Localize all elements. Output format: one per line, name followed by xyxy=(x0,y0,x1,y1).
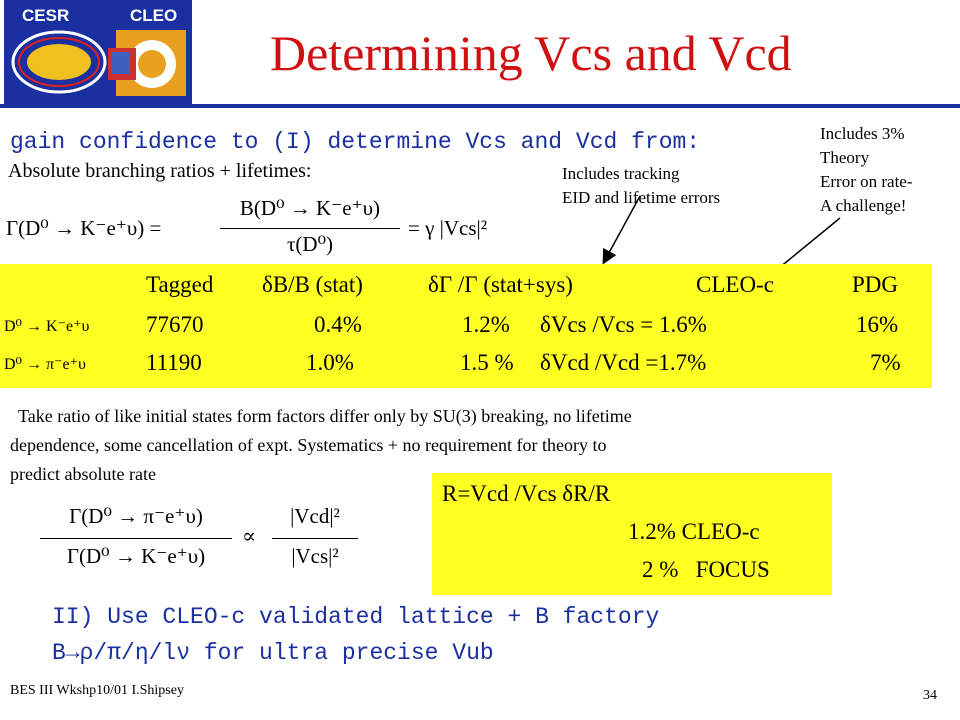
equation-gamma-kev: Γ(D⁰ → K⁻e⁺υ) = B(D⁰ → K⁻e⁺υ) τ(D⁰) = γ … xyxy=(6,196,566,260)
table-header-row: Tagged δB/B (stat) δΓ /Γ (stat+sys) CLEO… xyxy=(0,272,932,306)
header-stat: δB/B (stat) xyxy=(262,272,363,297)
eq2-numerator: Γ(D⁰ → π⁻e⁺υ) xyxy=(69,504,203,528)
eq2-right-bar xyxy=(272,538,358,539)
page-title: Determining Vcs and Vcd xyxy=(270,25,792,81)
logo-cesr-text: CESR xyxy=(22,6,70,25)
row-cleoc: δVcs /Vcs = 1.6% xyxy=(540,312,707,337)
note-theory-line: Error on rate- xyxy=(820,172,913,191)
row-stat: 0.4% xyxy=(314,312,362,337)
note-tracking: Includes tracking EID and lifetime error… xyxy=(562,162,720,210)
row-statsys: 1.2% xyxy=(462,312,510,337)
title-rule xyxy=(0,104,960,108)
eq2-right-denominator: |Vcs|² xyxy=(291,544,339,568)
note-theory-line: Includes 3% xyxy=(820,124,905,143)
intro-line: gain confidence to (I) determine Vcs and… xyxy=(10,129,701,155)
logo-graphic xyxy=(4,0,192,104)
eq2-proportional: ∝ xyxy=(242,524,257,548)
paragraph-line: predict absolute rate xyxy=(10,464,156,484)
header-pdg: PDG xyxy=(852,272,899,297)
eq1-lhs: Γ(D⁰ → K⁻e⁺υ) = xyxy=(6,216,162,240)
eq1-rhs: = γ |Vcs|² xyxy=(408,216,487,240)
row-decay: D⁰ → π⁻e⁺υ xyxy=(4,356,86,373)
equation-ratio: Γ(D⁰ → π⁻e⁺υ) Γ(D⁰ → K⁻e⁺υ) ∝ |Vcd|² |Vc… xyxy=(40,500,400,590)
ratio-box-cleoc: 1.2% CLEO-c xyxy=(628,519,760,544)
table-row: D⁰ → K⁻e⁺υ 77670 0.4% 1.2% δVcs /Vcs = 1… xyxy=(0,312,932,346)
paragraph-line: Take ratio of like initial states form f… xyxy=(18,406,632,426)
note-theory: Includes 3% Theory Error on rate- A chal… xyxy=(820,122,913,218)
eq2-right-numerator: |Vcd|² xyxy=(290,504,340,528)
row-pdg: 16% xyxy=(856,312,899,337)
paragraph-line: dependence, some cancellation of expt. S… xyxy=(10,435,607,455)
page-number: 34 xyxy=(923,688,937,703)
eq1-denominator: τ(D⁰) xyxy=(286,232,333,256)
results-table: Tagged δB/B (stat) δΓ /Γ (stat+sys) CLEO… xyxy=(0,264,932,388)
bullet-two-line1: II) Use CLEO-c validated lattice + B fac… xyxy=(52,604,660,630)
ratio-box: R=Vcd /Vcs δR/R 1.2% CLEO-c 2 % FOCUS xyxy=(432,473,832,595)
eq2-denominator: Γ(D⁰ → K⁻e⁺υ) xyxy=(66,544,206,568)
logo-cleo-text: CLEO xyxy=(130,6,178,25)
note-theory-line: A challenge! xyxy=(820,196,907,215)
absolute-br-line: Absolute branching ratios + lifetimes: xyxy=(8,160,312,182)
ratio-box-header: R=Vcd /Vcs δR/R xyxy=(442,481,611,506)
ratio-paragraph: Take ratio of like initial states form f… xyxy=(10,402,940,489)
note-tracking-line: EID and lifetime errors xyxy=(562,188,721,207)
row-statsys: 1.5 % xyxy=(460,350,514,375)
row-tagged: 77670 xyxy=(146,312,204,337)
ratio-box-focus: 2 % FOCUS xyxy=(642,557,770,582)
note-tracking-line: Includes tracking xyxy=(562,164,680,183)
row-stat: 1.0% xyxy=(306,350,354,375)
footer-text: BES III Wkshp10/01 I.Shipsey xyxy=(10,683,184,698)
eq2-fraction-bar xyxy=(40,538,232,539)
header-tagged: Tagged xyxy=(146,272,214,297)
eq1-numerator: B(D⁰ → K⁻e⁺υ) xyxy=(239,196,381,220)
bullet-two-line2: B→ρ/π/η/lν for ultra precise Vub xyxy=(52,640,494,666)
note-theory-line: Theory xyxy=(820,148,870,167)
eq1-fraction-bar xyxy=(220,228,400,229)
row-cleoc: δVcd /Vcd =1.7% xyxy=(540,350,707,375)
row-pdg: 7% xyxy=(870,350,901,375)
header-cleoc: CLEO-c xyxy=(696,272,774,297)
row-tagged: 11190 xyxy=(146,350,202,375)
row-decay: D⁰ → K⁻e⁺υ xyxy=(4,318,90,335)
cesr-cleo-logo: CESR CLEO xyxy=(4,0,192,104)
header-statsys: δΓ /Γ (stat+sys) xyxy=(428,272,573,297)
table-row: D⁰ → π⁻e⁺υ 11190 1.0% 1.5 % δVcd /Vcd =1… xyxy=(0,350,932,384)
